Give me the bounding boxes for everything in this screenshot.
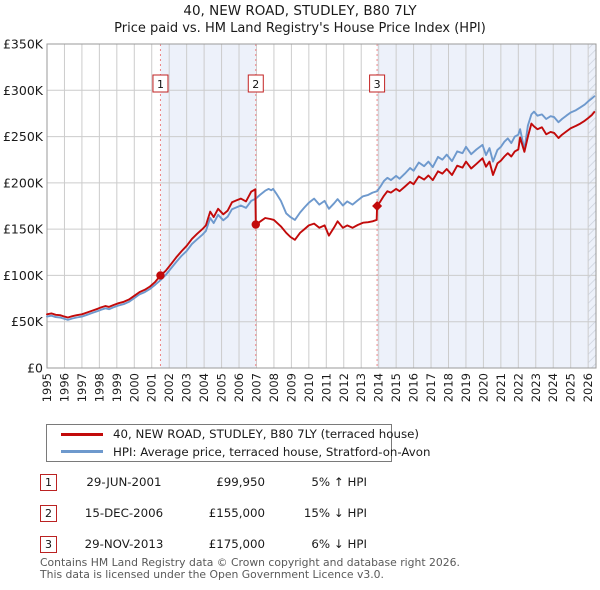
sale-number-badge: 3 — [40, 536, 57, 553]
x-axis-tick-label: 2025 — [564, 373, 578, 402]
page-subtitle: Price paid vs. HM Land Registry's House … — [114, 21, 486, 36]
x-axis-tick-label: 2003 — [180, 373, 194, 402]
x-axis-tick-label: 2009 — [284, 373, 298, 402]
sale-date: 29-NOV-2013 — [84, 537, 164, 551]
legend-item: HPI: Average price, terraced house, Stra… — [47, 445, 430, 460]
sale-hpi-diff: 5% ↑ HPI — [311, 475, 367, 489]
sale-date: 15-DEC-2006 — [84, 506, 164, 520]
ownership-band — [377, 44, 596, 368]
x-axis-tick-label: 2014 — [372, 373, 386, 402]
x-axis-tick-label: 2019 — [459, 373, 473, 402]
chart-canvas: 1 2 3 £0 £50K £100K £150K £200K £250K £300K £350K 1… — [3, 37, 597, 402]
x-axis-tick-label: 2022 — [511, 373, 525, 402]
sale-marker — [156, 271, 165, 280]
table-row: 3 29-NOV-2013 £175,000 6% ↓ HPI — [0, 536, 600, 553]
x-axis-tick-label: 2001 — [145, 373, 159, 402]
x-axis-tick-label: 2012 — [337, 373, 351, 402]
x-axis-tick-label: 1999 — [110, 373, 124, 402]
x-axis-tick-label: 1995 — [40, 373, 54, 402]
y-axis-tick-label: £200K — [3, 175, 44, 190]
sale-price: £155,000 — [208, 506, 265, 520]
x-axis-tick-label: 2002 — [162, 373, 176, 402]
sale-number-box-label: 1 — [157, 78, 164, 91]
sale-number-box-label: 3 — [374, 78, 381, 91]
x-axis-tick-label: 1996 — [57, 373, 71, 402]
sale-hpi-diff: 6% ↓ HPI — [311, 537, 367, 551]
x-axis-tick-label: 2006 — [232, 373, 246, 402]
x-axis-tick-label: 2005 — [215, 373, 229, 402]
license-line-1: Contains HM Land Registry data © Crown c… — [40, 556, 460, 569]
property-line-swatch — [61, 432, 103, 436]
x-axis-tick-label: 2011 — [319, 373, 333, 402]
sale-marker — [251, 220, 260, 229]
x-axis-tick-label: 2000 — [127, 373, 141, 402]
series-line — [46, 95, 596, 321]
sale-hpi-diff: 15% ↓ HPI — [303, 506, 367, 520]
sale-number-badge: 1 — [40, 474, 57, 491]
license-footer: Contains HM Land Registry data © Crown c… — [40, 557, 580, 580]
future-hatch-region — [588, 44, 596, 368]
price-chart: 1 2 3 £0 £50K £100K £150K £200K £250K £300K £350K 1… — [3, 37, 597, 402]
x-axis-tick-label: 2020 — [476, 373, 490, 402]
sale-number-box-label: 2 — [252, 78, 259, 91]
sale-number-box — [152, 74, 169, 93]
sale-number-box — [247, 74, 264, 93]
y-axis-tick-label: £50K — [11, 314, 44, 329]
x-axis-tick-label: 2015 — [389, 373, 403, 402]
x-axis-tick-label: 2018 — [441, 373, 455, 402]
y-axis-tick-label: £350K — [3, 37, 44, 52]
table-row: 1 29-JUN-2001 £99,950 5% ↑ HPI — [0, 474, 600, 491]
hpi-line-swatch — [61, 450, 103, 454]
y-axis-tick-label: £0 — [27, 361, 43, 376]
page-title: 40, NEW ROAD, STUDLEY, B80 7LY — [183, 3, 417, 19]
x-axis-tick-label: 2023 — [529, 373, 543, 402]
x-axis-tick-label: 2021 — [494, 373, 508, 402]
legend-item-label: HPI: Average price, terraced house, Stra… — [113, 444, 431, 459]
x-axis-tick-label: 2010 — [302, 373, 316, 402]
series-line — [46, 111, 596, 319]
y-axis-tick-label: £300K — [3, 83, 44, 98]
sale-marker — [372, 201, 383, 211]
legend-item: 40, NEW ROAD, STUDLEY, B80 7LY (terraced… — [47, 427, 419, 442]
sale-date: 29-JUN-2001 — [86, 475, 162, 489]
sale-number-badge: 2 — [40, 505, 57, 522]
x-axis-tick-label: 2008 — [267, 373, 281, 402]
y-axis-tick-label: £150K — [3, 222, 44, 237]
table-row: 2 15-DEC-2006 £155,000 15% ↓ HPI — [0, 505, 600, 522]
x-axis-tick-label: 1997 — [75, 373, 89, 402]
y-axis-tick-label: £100K — [3, 268, 44, 283]
chart-legend: 40, NEW ROAD, STUDLEY, B80 7LY (terraced… — [46, 424, 430, 462]
x-axis-tick-label: 2026 — [581, 373, 595, 402]
plot-border — [46, 43, 597, 369]
x-axis-tick-label: 2004 — [197, 373, 211, 402]
y-axis-tick-label: £250K — [3, 129, 44, 144]
sale-price: £99,950 — [216, 475, 265, 489]
sale-number-box — [369, 74, 386, 93]
x-axis-tick-label: 2024 — [546, 373, 560, 402]
x-axis-tick-label: 2013 — [354, 373, 368, 402]
legend-item-label: 40, NEW ROAD, STUDLEY, B80 7LY (terraced… — [113, 427, 419, 442]
x-axis-tick-label: 2016 — [407, 373, 421, 402]
x-axis-tick-label: 2017 — [424, 373, 438, 402]
x-axis-tick-label: 2007 — [249, 373, 263, 402]
license-line-2: This data is licensed under the Open Gov… — [40, 567, 384, 581]
x-axis-tick-label: 1998 — [92, 373, 106, 402]
sale-price: £175,000 — [208, 537, 265, 551]
